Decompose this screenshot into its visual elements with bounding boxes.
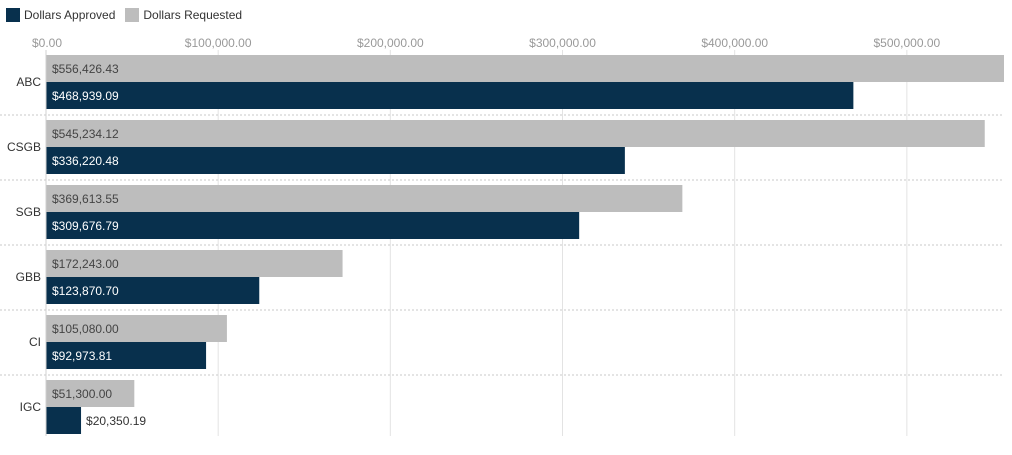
bar-requested	[46, 380, 135, 407]
category-label: GBB	[16, 270, 41, 284]
category-label: CI	[29, 335, 41, 349]
legend-item-approved: Dollars Approved	[6, 8, 115, 22]
x-tick-label: $0.00	[32, 36, 62, 50]
chart-legend: Dollars Approved Dollars Requested	[6, 8, 252, 22]
bar-requested	[46, 250, 343, 277]
data-label-requested: $172,243.00	[52, 257, 119, 271]
legend-swatch-approved	[6, 8, 20, 22]
data-label-requested: $51,300.00	[52, 387, 112, 401]
legend-label-approved: Dollars Approved	[24, 8, 116, 22]
bar-approved	[46, 82, 854, 109]
data-label-approved: $92,973.81	[52, 349, 112, 363]
legend-swatch-requested	[125, 8, 140, 22]
data-label-requested: $556,426.43	[52, 62, 119, 76]
data-label-approved: $309,676.79	[52, 219, 119, 233]
category-label: ABC	[16, 75, 41, 89]
bar-requested	[46, 185, 683, 212]
data-label-requested: $545,234.12	[52, 127, 119, 141]
bar-requested	[46, 120, 985, 147]
x-tick-label: $500,000.00	[873, 36, 940, 50]
category-label: SGB	[16, 205, 41, 219]
data-label-approved: $20,350.19	[86, 414, 146, 428]
bar-approved	[46, 147, 625, 174]
bar-approved	[46, 212, 580, 239]
category-label: CSGB	[7, 140, 41, 154]
bar-requested	[46, 315, 227, 342]
bar-approved	[46, 407, 82, 434]
data-label-approved: $123,870.70	[52, 284, 119, 298]
bar-approved	[46, 277, 260, 304]
x-tick-label: $100,000.00	[185, 36, 252, 50]
data-label-approved: $468,939.09	[52, 89, 119, 103]
data-label-requested: $369,613.55	[52, 192, 119, 206]
x-tick-label: $200,000.00	[357, 36, 424, 50]
bar-approved	[46, 342, 207, 369]
bar-requested	[46, 55, 1004, 82]
x-tick-label: $400,000.00	[701, 36, 768, 50]
x-tick-label: $300,000.00	[529, 36, 596, 50]
category-label: IGC	[20, 400, 42, 414]
data-label-requested: $105,080.00	[52, 322, 119, 336]
legend-label-requested: Dollars Requested	[143, 8, 243, 22]
data-label-approved: $336,220.48	[52, 154, 119, 168]
legend-item-requested: Dollars Requested	[125, 8, 242, 22]
